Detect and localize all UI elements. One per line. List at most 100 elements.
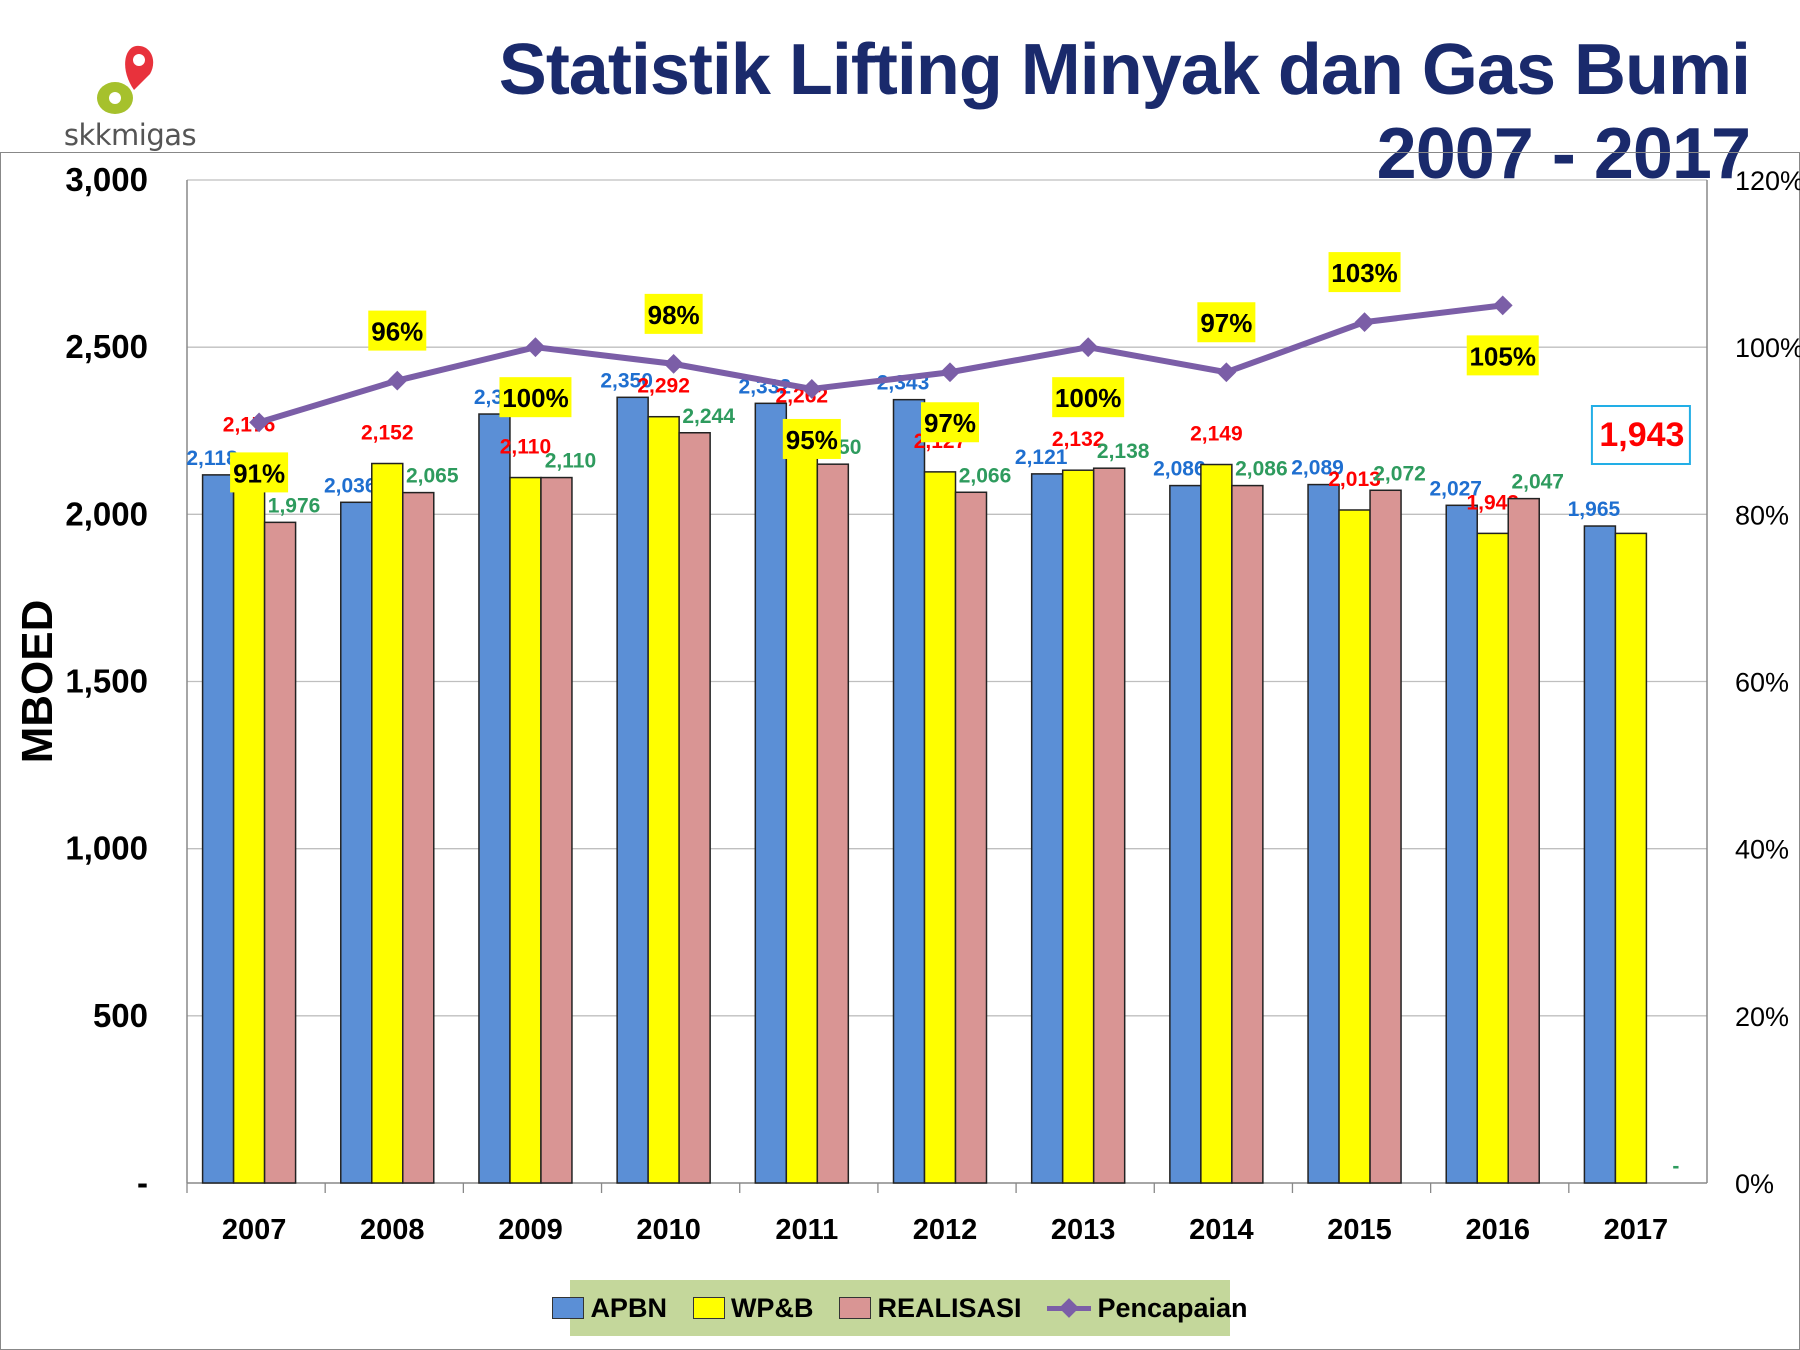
data-label-realisasi: 2,065: [406, 465, 459, 488]
x-tick-label: 2015: [1327, 1214, 1392, 1246]
callout-box: [921, 402, 979, 443]
y-tick-label: 1,500: [65, 663, 148, 700]
callout-box: [1052, 377, 1125, 418]
y-tick-label: 3,000: [65, 161, 148, 198]
marker-pencapaian: [249, 412, 269, 433]
x-tick-label: 2007: [222, 1214, 287, 1246]
y-axis-title: MBOED: [13, 600, 62, 764]
data-label-apbn: 2,036: [324, 474, 377, 497]
bar-apbn: [1169, 484, 1202, 1184]
legend-swatch-realisasi: [839, 1297, 872, 1319]
x-tick-label: 2013: [1051, 1214, 1116, 1246]
x-tick-label: 2012: [913, 1214, 978, 1246]
bar-apbn: [892, 398, 926, 1184]
data-label-apbn: 2,027: [1429, 477, 1482, 500]
legend-item-pencapaian: Pencapaian: [1047, 1292, 1248, 1324]
bar-wpb: [923, 471, 957, 1184]
callout-box: [368, 310, 427, 351]
bar-apbn: [201, 474, 235, 1184]
marker-pencapaian: [940, 362, 960, 383]
bar-realisasi: [954, 491, 988, 1184]
y2-tick-label: 80%: [1735, 500, 1789, 530]
line-pencapaian: [258, 302, 1504, 426]
data-label-apbn: 2,086: [1153, 458, 1206, 481]
x-tick-label: 2016: [1465, 1214, 1530, 1246]
page-title: Statistik Lifting Minyak dan Gas Bumi 20…: [498, 28, 1751, 196]
y2-tick-label: 20%: [1735, 1002, 1789, 1032]
bar-wpb: [232, 454, 266, 1184]
logo-text: skkmigas: [63, 118, 197, 152]
callout-label-pencapaian: 98%: [648, 300, 700, 330]
data-label-realisasi: 2,072: [1373, 462, 1426, 485]
bar-realisasi: [1507, 497, 1540, 1184]
x-tick-label: 2017: [1604, 1214, 1669, 1246]
legend-item-apbn: APBN: [552, 1293, 667, 1324]
data-label-wpb: 2,132: [1052, 428, 1105, 451]
callout-box: [782, 418, 841, 459]
skkmigas-logo-icon: [97, 45, 154, 114]
x-tick-label: 2010: [636, 1214, 701, 1246]
x-tick-label: 2011: [775, 1214, 838, 1246]
bar-wpb: [1614, 532, 1648, 1184]
bar-realisasi: [1092, 467, 1126, 1184]
skkmigas-logo: skkmigas: [40, 40, 220, 152]
legend-label-wpb: WP&B: [730, 1292, 814, 1323]
y2-tick-label: 120%: [1735, 166, 1800, 196]
bar-apbn: [616, 396, 649, 1184]
data-label-apbn: 2,121: [1015, 446, 1068, 469]
data-label-realisasi: 2,138: [1097, 440, 1150, 463]
data-label-wpb: 2,013: [1328, 468, 1381, 491]
y-tick-label: -: [137, 1164, 148, 1201]
data-label-realisasi: 2,110: [545, 450, 596, 473]
bar-realisasi: [402, 491, 435, 1184]
annotation-label: 1,943: [1599, 416, 1684, 454]
marker-pencapaian: [1216, 362, 1237, 383]
data-label-wpb: 2,152: [361, 422, 414, 445]
marker-pencapaian: [1492, 295, 1513, 316]
bar-apbn: [754, 402, 788, 1184]
title-line-1: Statistik Lifting Minyak dan Gas Bumi: [498, 30, 1751, 110]
title-line-2: 2007 - 2017: [1376, 114, 1751, 194]
data-label-wpb: 2,110: [500, 436, 551, 459]
legend-item-realisasi: REALISASI: [839, 1293, 1021, 1324]
marker-pencapaian: [1354, 312, 1375, 332]
bar-apbn: [1307, 483, 1340, 1184]
bar-apbn: [340, 501, 373, 1184]
bar-wpb: [785, 425, 819, 1184]
annotation-box: [1590, 405, 1691, 465]
bar-apbn: [1583, 525, 1617, 1184]
x-tick-label: 2008: [360, 1214, 425, 1246]
bar-wpb: [1338, 509, 1371, 1184]
callout-box: [1466, 335, 1539, 376]
legend-label-pencapaian: Pencapaian: [1097, 1292, 1248, 1323]
data-label-wpb: 2,149: [1190, 423, 1243, 446]
callout-label-pencapaian: 103%: [1331, 258, 1398, 288]
bar-wpb: [647, 415, 680, 1184]
marker-pencapaian: [801, 379, 822, 399]
y2-tick-label: 40%: [1735, 835, 1789, 865]
callout-box: [499, 377, 572, 418]
data-label-realisasi: 2,047: [1511, 471, 1564, 494]
callout-box: [1197, 302, 1256, 343]
y2-tick-label: 0%: [1735, 1169, 1774, 1199]
y-tick-label: 2,000: [65, 495, 148, 532]
legend-swatch-wpb: [692, 1297, 725, 1319]
legend-line-pencapaian: [1047, 1298, 1092, 1318]
callout-label-pencapaian: 105%: [1469, 341, 1536, 371]
callout-label-pencapaian: 96%: [371, 317, 423, 347]
bar-wpb: [509, 476, 542, 1184]
data-label-apbn: 2,118: [186, 447, 238, 470]
callout-box: [1328, 252, 1401, 293]
y-tick-label: 1,000: [65, 830, 148, 867]
marker-pencapaian: [525, 337, 546, 358]
bar-realisasi: [1369, 489, 1402, 1184]
bar-realisasi: [263, 521, 297, 1184]
data-label-realisasi: -: [1672, 1155, 1679, 1178]
bar-realisasi: [678, 432, 711, 1184]
data-label-realisasi: 2,086: [1235, 458, 1288, 481]
data-label-apbn: 2,350: [600, 369, 653, 392]
data-label-realisasi: 1,976: [268, 494, 321, 517]
bar-realisasi: [816, 463, 850, 1184]
data-label-apbn: 1,965: [1568, 498, 1621, 521]
